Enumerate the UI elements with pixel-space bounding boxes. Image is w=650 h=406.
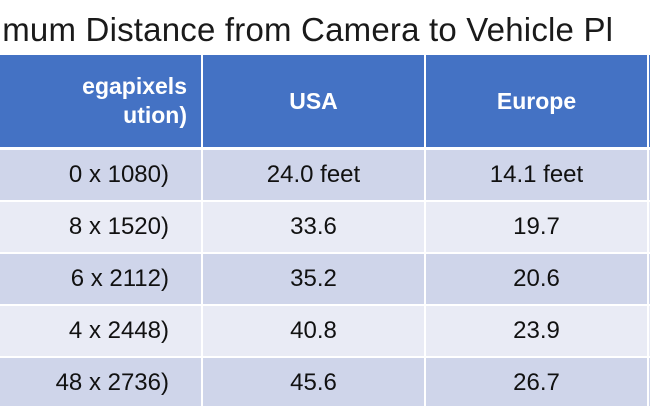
table-row: 6 x 2112) 35.2 20.6 [0, 253, 650, 306]
header-resolution-line1: egapixels [82, 73, 187, 99]
slide-title: ximum Distance from Camera to Vehicle Pl [0, 11, 614, 48]
cell-europe: 14.1 feet [425, 148, 649, 202]
cell-resolution: 0 x 1080) [0, 148, 203, 202]
cell-usa: 40.8 [202, 305, 426, 358]
cell-usa: 24.0 feet [202, 148, 426, 202]
table-row: 8 x 1520) 33.6 19.7 [0, 201, 650, 254]
cell-usa: 33.6 [202, 201, 426, 254]
cell-extra [648, 201, 650, 254]
cell-usa: 45.6 [202, 357, 426, 406]
table-header-row: egapixels ution) USA Europe [0, 55, 650, 150]
cell-extra [648, 253, 650, 306]
header-resolution: egapixels ution) [0, 55, 203, 150]
cell-extra [648, 357, 650, 406]
cell-extra [648, 148, 650, 202]
header-europe: Europe [425, 55, 649, 150]
cell-resolution: 8 x 1520) [0, 201, 203, 254]
cell-europe: 20.6 [425, 253, 649, 306]
header-resolution-line2: ution) [123, 102, 187, 128]
cell-extra [648, 305, 650, 358]
table-row: 48 x 2736) 45.6 26.7 [0, 357, 650, 406]
cell-resolution: 6 x 2112) [0, 253, 203, 306]
table-row: 0 x 1080) 24.0 feet 14.1 feet [0, 148, 650, 202]
table-row: 4 x 2448) 40.8 23.9 [0, 305, 650, 358]
cell-europe: 26.7 [425, 357, 649, 406]
header-usa: USA [202, 55, 426, 150]
cell-resolution: 4 x 2448) [0, 305, 203, 358]
cell-europe: 19.7 [425, 201, 649, 254]
distance-table-container: egapixels ution) USA Europe 0 x 1080) 24… [0, 55, 650, 406]
distance-table: egapixels ution) USA Europe 0 x 1080) 24… [0, 55, 650, 406]
cell-usa: 35.2 [202, 253, 426, 306]
cell-europe: 23.9 [425, 305, 649, 358]
header-extra [648, 55, 650, 150]
cell-resolution: 48 x 2736) [0, 357, 203, 406]
